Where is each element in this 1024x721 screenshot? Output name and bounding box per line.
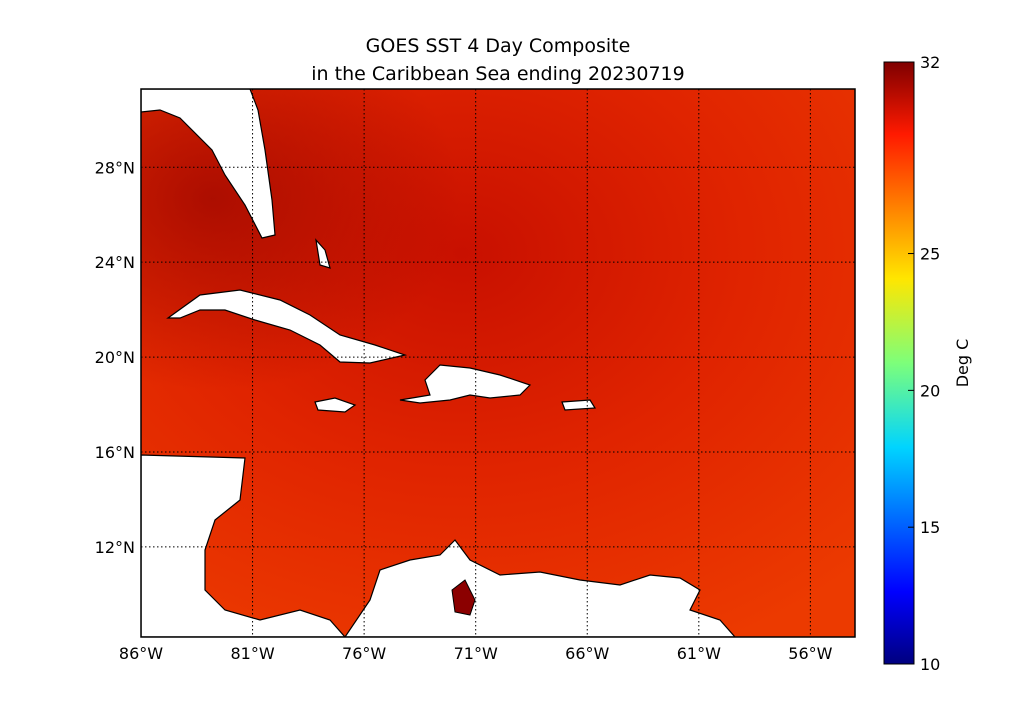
- x-tick-label: 66°W: [565, 644, 609, 663]
- south-america: [344, 539, 736, 637]
- colorbar-tick-label: 15: [920, 518, 940, 537]
- x-tick-label: 56°W: [788, 644, 832, 663]
- land: [141, 89, 736, 637]
- colorbar-label: Deg C: [953, 339, 972, 388]
- y-tick-label: 20°N: [95, 348, 135, 367]
- jamaica: [314, 397, 357, 413]
- hispaniola: [399, 364, 532, 404]
- cuba: [166, 289, 408, 364]
- colorbar-tick-label: 25: [920, 245, 940, 264]
- grid: [141, 89, 855, 637]
- title-line: in the Caribbean Sea ending 20230719: [311, 63, 684, 85]
- florida: [141, 89, 276, 239]
- map-area: [141, 89, 855, 637]
- andros: [315, 238, 331, 269]
- y-tick-label: 24°N: [95, 253, 135, 272]
- colorbar-tick-label: 20: [920, 381, 940, 400]
- colorbar-tick-label: 10: [920, 655, 940, 674]
- x-tick-label: 61°W: [677, 644, 721, 663]
- title-line: GOES SST 4 Day Composite: [366, 35, 631, 57]
- y-tick-label: 16°N: [95, 443, 135, 462]
- lake-maracaibo: [451, 579, 476, 616]
- x-tick-label: 81°W: [230, 644, 274, 663]
- central-america: [141, 454, 346, 637]
- colorbar-tick-label: 32: [920, 53, 940, 72]
- colorbar: [883, 61, 915, 665]
- x-tick-label: 86°W: [119, 644, 163, 663]
- y-tick-label: 12°N: [95, 538, 135, 557]
- puerto-rico: [561, 399, 597, 411]
- x-tick-label: 71°W: [454, 644, 498, 663]
- map-frame: [140, 88, 856, 638]
- x-tick-label: 76°W: [342, 644, 386, 663]
- y-tick-label: 28°N: [95, 158, 135, 177]
